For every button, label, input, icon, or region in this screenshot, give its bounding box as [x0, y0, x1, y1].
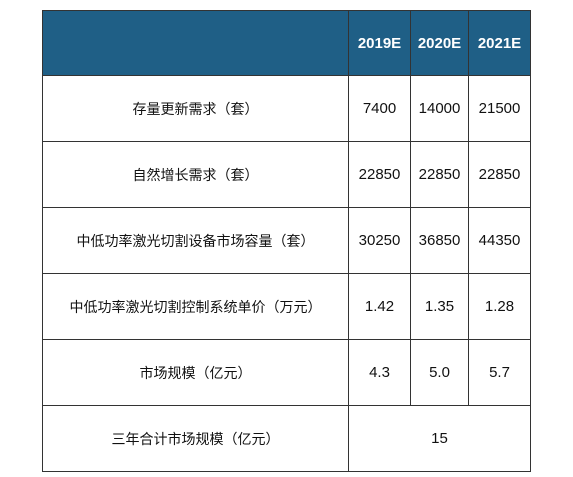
header-year-2019: 2019E: [348, 10, 411, 76]
total-row: 三年合计市场规模（亿元） 15: [42, 405, 531, 472]
row-value: 30250: [348, 207, 411, 274]
row-value: 1.42: [348, 273, 411, 340]
market-size-table: 2019E 2020E 2021E 存量更新需求（套） 7400 14000 2…: [42, 10, 531, 472]
row-label: 市场规模（亿元）: [42, 339, 349, 406]
row-value: 5.0: [410, 339, 469, 406]
row-value: 22850: [410, 141, 469, 208]
row-value: 5.7: [468, 339, 531, 406]
table-row: 市场规模（亿元） 4.3 5.0 5.7: [42, 339, 531, 406]
header-year-2020: 2020E: [410, 10, 469, 76]
row-value: 21500: [468, 75, 531, 142]
table-row: 中低功率激光切割控制系统单价（万元） 1.42 1.35 1.28: [42, 273, 531, 340]
row-value: 22850: [468, 141, 531, 208]
total-value: 15: [348, 405, 531, 472]
table-row: 自然增长需求（套） 22850 22850 22850: [42, 141, 531, 208]
table-body: 存量更新需求（套） 7400 14000 21500 自然增长需求（套） 228…: [42, 75, 531, 472]
row-label: 中低功率激光切割设备市场容量（套）: [42, 207, 349, 274]
header-row: 2019E 2020E 2021E: [42, 10, 531, 76]
row-value: 44350: [468, 207, 531, 274]
row-value: 1.35: [410, 273, 469, 340]
row-label: 自然增长需求（套）: [42, 141, 349, 208]
row-value: 7400: [348, 75, 411, 142]
row-value: 4.3: [348, 339, 411, 406]
table-row: 存量更新需求（套） 7400 14000 21500: [42, 75, 531, 142]
row-value: 1.28: [468, 273, 531, 340]
row-value: 14000: [410, 75, 469, 142]
header-year-2021: 2021E: [468, 10, 531, 76]
total-label: 三年合计市场规模（亿元）: [42, 405, 349, 472]
header-corner-cell: [42, 10, 349, 76]
row-label: 中低功率激光切割控制系统单价（万元）: [42, 273, 349, 340]
row-label: 存量更新需求（套）: [42, 75, 349, 142]
row-value: 36850: [410, 207, 469, 274]
table-row: 中低功率激光切割设备市场容量（套） 30250 36850 44350: [42, 207, 531, 274]
row-value: 22850: [348, 141, 411, 208]
table-header: 2019E 2020E 2021E: [42, 10, 531, 76]
